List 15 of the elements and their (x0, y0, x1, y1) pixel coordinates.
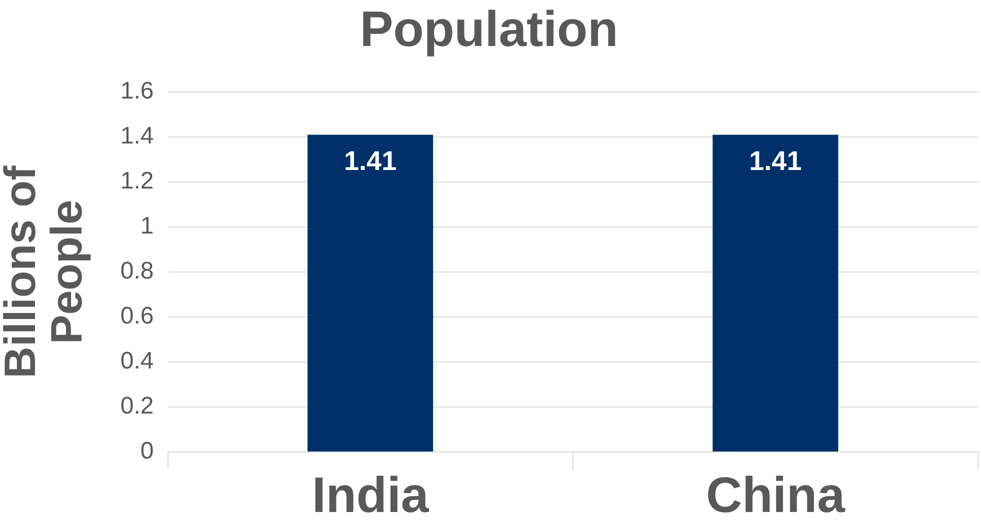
x-tick-label: India (312, 466, 430, 523)
y-tick-label: 1.4 (120, 122, 154, 150)
y-tick-label: 0.8 (120, 258, 154, 285)
data-label: 1.41 (749, 146, 802, 176)
data-label: 1.41 (344, 146, 397, 176)
y-tick-label: 0.4 (120, 348, 154, 375)
y-tick-label: 0 (140, 438, 154, 465)
y-axis-title: Billions of People (0, 165, 92, 378)
y-tick-label: 1.6 (120, 78, 154, 105)
y-tick-label: 0.6 (120, 302, 154, 330)
y-tick-label: 1 (140, 212, 154, 240)
chart-title: Population (360, 0, 618, 57)
y-tick-label: 1.2 (120, 168, 154, 195)
y-tick-label: 0.2 (120, 392, 154, 420)
x-tick-label: China (706, 466, 846, 523)
